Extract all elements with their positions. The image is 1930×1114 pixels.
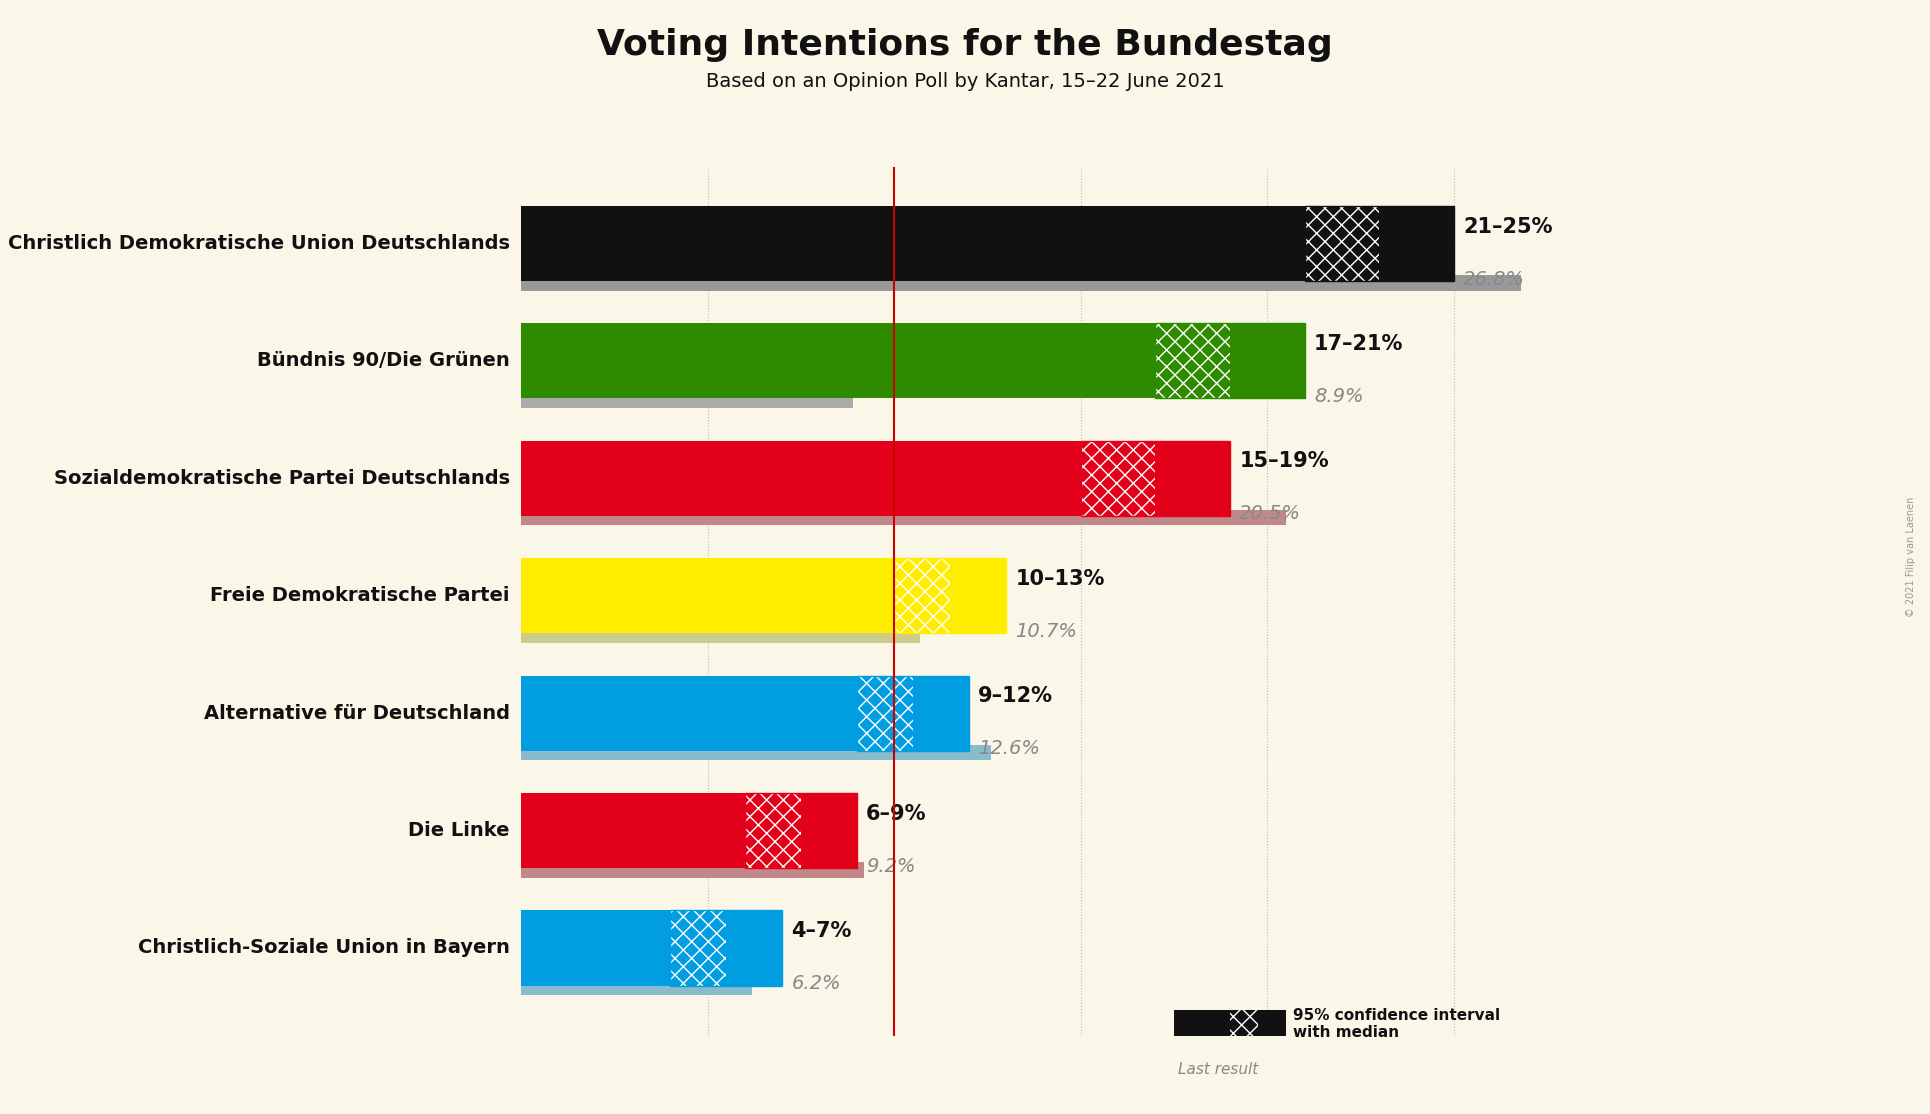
Bar bbox=[1173, 1042, 1235, 1054]
Text: 26.8%: 26.8% bbox=[1463, 270, 1525, 289]
Bar bbox=[521, 980, 753, 995]
Text: Sozialdemokratische Partei Deutschlands: Sozialdemokratische Partei Deutschlands bbox=[54, 469, 510, 488]
Bar bbox=[1081, 441, 1156, 516]
Text: Christlich-Soziale Union in Bayern: Christlich-Soziale Union in Bayern bbox=[139, 938, 510, 957]
Bar bbox=[521, 392, 853, 408]
Bar bbox=[745, 793, 801, 868]
Bar bbox=[521, 910, 670, 986]
Text: 10–13%: 10–13% bbox=[1015, 569, 1104, 589]
Bar bbox=[857, 675, 969, 751]
Bar bbox=[1305, 206, 1380, 281]
Bar bbox=[521, 627, 921, 643]
Text: 9.2%: 9.2% bbox=[867, 857, 915, 876]
Bar bbox=[1173, 1009, 1229, 1039]
Text: 17–21%: 17–21% bbox=[1314, 334, 1403, 354]
Bar bbox=[857, 675, 913, 751]
Bar bbox=[521, 793, 745, 868]
Bar bbox=[670, 910, 726, 986]
Bar bbox=[521, 441, 1081, 516]
Text: 12.6%: 12.6% bbox=[979, 740, 1040, 759]
Bar bbox=[521, 558, 894, 633]
Bar bbox=[745, 793, 857, 868]
Bar bbox=[521, 206, 1305, 281]
Text: Christlich Demokratische Union Deutschlands: Christlich Demokratische Union Deutschla… bbox=[8, 234, 510, 253]
Bar bbox=[1258, 1009, 1285, 1039]
Text: 6.2%: 6.2% bbox=[791, 974, 841, 994]
Text: Last result: Last result bbox=[1177, 1062, 1258, 1077]
Bar bbox=[1081, 441, 1229, 516]
Text: © 2021 Filip van Laenen: © 2021 Filip van Laenen bbox=[1907, 497, 1916, 617]
Text: 15–19%: 15–19% bbox=[1239, 451, 1330, 471]
Bar bbox=[1156, 323, 1305, 399]
Text: 10.7%: 10.7% bbox=[1015, 622, 1077, 641]
Text: Die Linke: Die Linke bbox=[409, 821, 510, 840]
Bar bbox=[521, 862, 865, 878]
Bar bbox=[801, 793, 857, 868]
Bar bbox=[1229, 1009, 1258, 1039]
Bar bbox=[1156, 441, 1229, 516]
Bar bbox=[670, 910, 782, 986]
Bar bbox=[1156, 323, 1229, 399]
Bar bbox=[521, 510, 1285, 526]
Text: Bündnis 90/Die Grünen: Bündnis 90/Die Grünen bbox=[257, 351, 510, 370]
Bar bbox=[894, 558, 1006, 633]
Bar bbox=[1229, 323, 1305, 399]
Bar bbox=[521, 675, 857, 751]
Bar bbox=[521, 323, 1156, 399]
Text: Voting Intentions for the Bundestag: Voting Intentions for the Bundestag bbox=[596, 28, 1334, 62]
Bar bbox=[894, 558, 950, 633]
Bar bbox=[521, 745, 992, 760]
Text: Alternative für Deutschland: Alternative für Deutschland bbox=[205, 704, 510, 723]
Text: 9–12%: 9–12% bbox=[979, 686, 1054, 706]
Text: 4–7%: 4–7% bbox=[791, 921, 851, 941]
Bar bbox=[913, 675, 969, 751]
Bar bbox=[726, 910, 782, 986]
Text: Freie Demokratische Partei: Freie Demokratische Partei bbox=[210, 586, 510, 605]
Text: 95% confidence interval
with median: 95% confidence interval with median bbox=[1293, 1008, 1502, 1040]
Text: 20.5%: 20.5% bbox=[1239, 505, 1301, 524]
Text: 6–9%: 6–9% bbox=[867, 803, 926, 823]
Bar bbox=[521, 275, 1521, 291]
Text: Based on an Opinion Poll by Kantar, 15–22 June 2021: Based on an Opinion Poll by Kantar, 15–2… bbox=[706, 72, 1224, 91]
Bar bbox=[1380, 206, 1453, 281]
Bar bbox=[1305, 206, 1453, 281]
Text: 21–25%: 21–25% bbox=[1463, 216, 1554, 236]
Text: 8.9%: 8.9% bbox=[1314, 387, 1363, 405]
Bar bbox=[950, 558, 1006, 633]
